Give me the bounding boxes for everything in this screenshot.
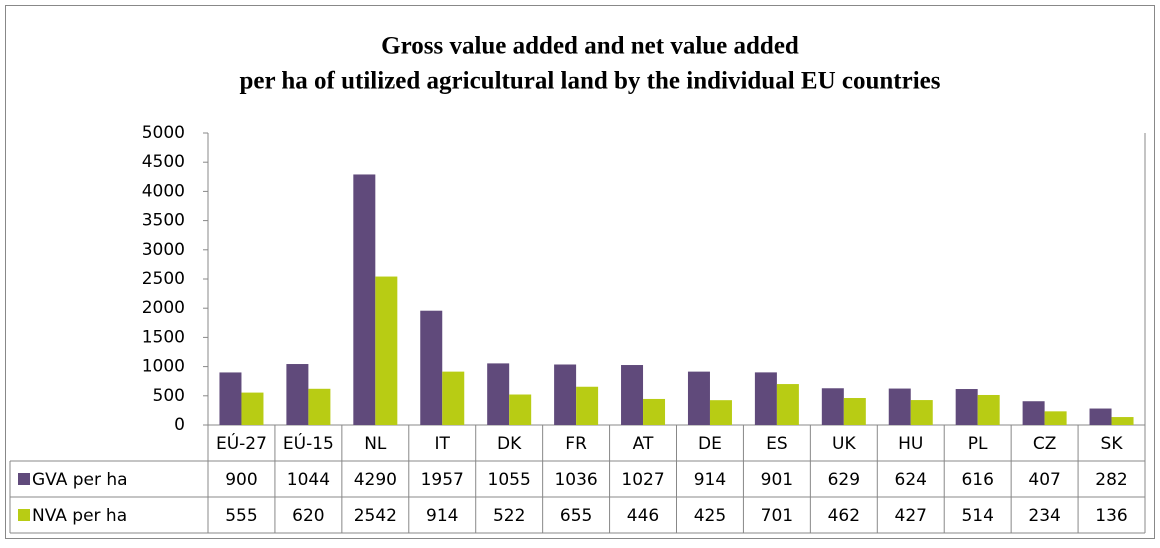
bar [1044,411,1067,425]
x-tick-label: DE [698,434,722,454]
legend-swatch [18,509,30,521]
table-value: 4290 [354,470,397,490]
bar [241,392,264,425]
table-value: 900 [225,470,257,490]
x-tick-label: PL [968,434,988,454]
bar [442,371,465,425]
y-tick-label: 500 [153,386,185,406]
bar [821,388,844,425]
table-value: 425 [694,506,726,526]
bar [843,398,866,425]
table-value: 514 [961,506,993,526]
x-tick-label: HU [898,434,923,454]
bar [955,389,978,425]
bar [1089,408,1112,425]
bar [554,364,577,425]
bar [621,365,644,425]
table-value: 1044 [287,470,330,490]
legend-label: GVA per ha [32,470,128,490]
bar [910,400,933,425]
x-tick-label: DK [497,434,522,454]
chart-border [5,5,1155,539]
y-tick-label: 2000 [142,298,185,318]
y-tick-label: 1000 [142,357,185,377]
bar [754,372,777,425]
x-tick-label: CZ [1033,434,1057,454]
table-value: 1957 [421,470,464,490]
x-tick-label: SK [1101,434,1124,454]
bar [487,363,510,425]
chart-title: per ha of utilized agricultural land by … [239,68,940,95]
table-value: 629 [828,470,860,490]
bar [1022,401,1045,425]
table-value: 914 [426,506,458,526]
bar [687,371,710,425]
y-tick-label: 3500 [142,211,185,231]
x-tick-label: ES [766,434,788,454]
chart-title: Gross value added and net value added [381,33,799,60]
y-tick-label: 4500 [142,152,185,172]
table-value: 427 [895,506,927,526]
x-tick-label: IT [435,434,451,454]
bar [353,174,376,425]
table-value: 1036 [554,470,597,490]
table-value: 136 [1095,506,1127,526]
y-tick-label: 0 [174,415,185,435]
table-value: 901 [761,470,793,490]
x-tick-label: NL [364,434,387,454]
table-value: 655 [560,506,592,526]
bar [776,384,799,425]
x-tick-label: AT [633,434,654,454]
bar [420,310,443,425]
bar [375,276,398,425]
y-tick-label: 5000 [142,123,185,143]
bar [977,394,1000,425]
legend-swatch [18,473,30,485]
bar [219,372,242,425]
x-tick-label: EÚ-15 [283,432,334,454]
table-value: 446 [627,506,659,526]
x-tick-label: FR [565,434,587,454]
table-value: 2542 [354,506,397,526]
y-tick-label: 1500 [142,327,185,347]
x-tick-label: UK [832,434,856,454]
bar [576,386,599,425]
table-value: 620 [292,506,324,526]
table-value: 624 [895,470,927,490]
bar [888,388,911,425]
table-value: 616 [961,470,993,490]
bar [643,398,666,425]
table-value: 462 [828,506,860,526]
bar [1111,417,1134,425]
bar [709,400,732,425]
bar [286,364,309,425]
table-value: 555 [225,506,257,526]
table-value: 407 [1028,470,1060,490]
y-tick-label: 4000 [142,181,185,201]
table-value: 282 [1095,470,1127,490]
table-value: 1027 [621,470,664,490]
table-value: 234 [1028,506,1060,526]
table-value: 522 [493,506,525,526]
x-tick-label: EÚ-27 [216,432,267,454]
bar [509,394,532,425]
table-value: 914 [694,470,726,490]
legend-label: NVA per ha [32,506,127,526]
bar [308,388,331,425]
y-tick-label: 3000 [142,240,185,260]
table-value: 701 [761,506,793,526]
y-tick-label: 2500 [142,269,185,289]
table-value: 1055 [488,470,531,490]
